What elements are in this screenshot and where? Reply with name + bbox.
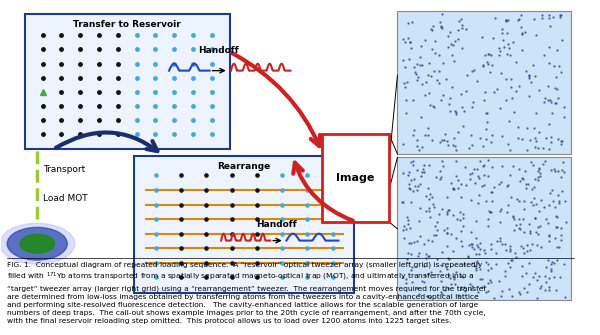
Text: Handoff: Handoff	[256, 220, 296, 229]
Text: Handoff: Handoff	[198, 46, 239, 55]
Circle shape	[0, 223, 75, 264]
FancyBboxPatch shape	[397, 157, 571, 300]
Text: Rearrange: Rearrange	[218, 162, 271, 171]
Text: Load MOT: Load MOT	[43, 194, 88, 203]
FancyBboxPatch shape	[397, 11, 571, 154]
FancyBboxPatch shape	[322, 134, 389, 222]
Circle shape	[20, 234, 55, 253]
FancyBboxPatch shape	[25, 14, 230, 149]
Text: Transport: Transport	[43, 165, 85, 174]
Text: Image: Image	[337, 173, 375, 183]
FancyBboxPatch shape	[134, 156, 354, 292]
Text: FIG. 1.  Conceptual diagram of repeated loading sequence.  A “reservoir” optical: FIG. 1. Conceptual diagram of repeated l…	[7, 261, 487, 324]
Circle shape	[7, 227, 67, 260]
Text: Transfer to Reservoir: Transfer to Reservoir	[73, 20, 181, 29]
